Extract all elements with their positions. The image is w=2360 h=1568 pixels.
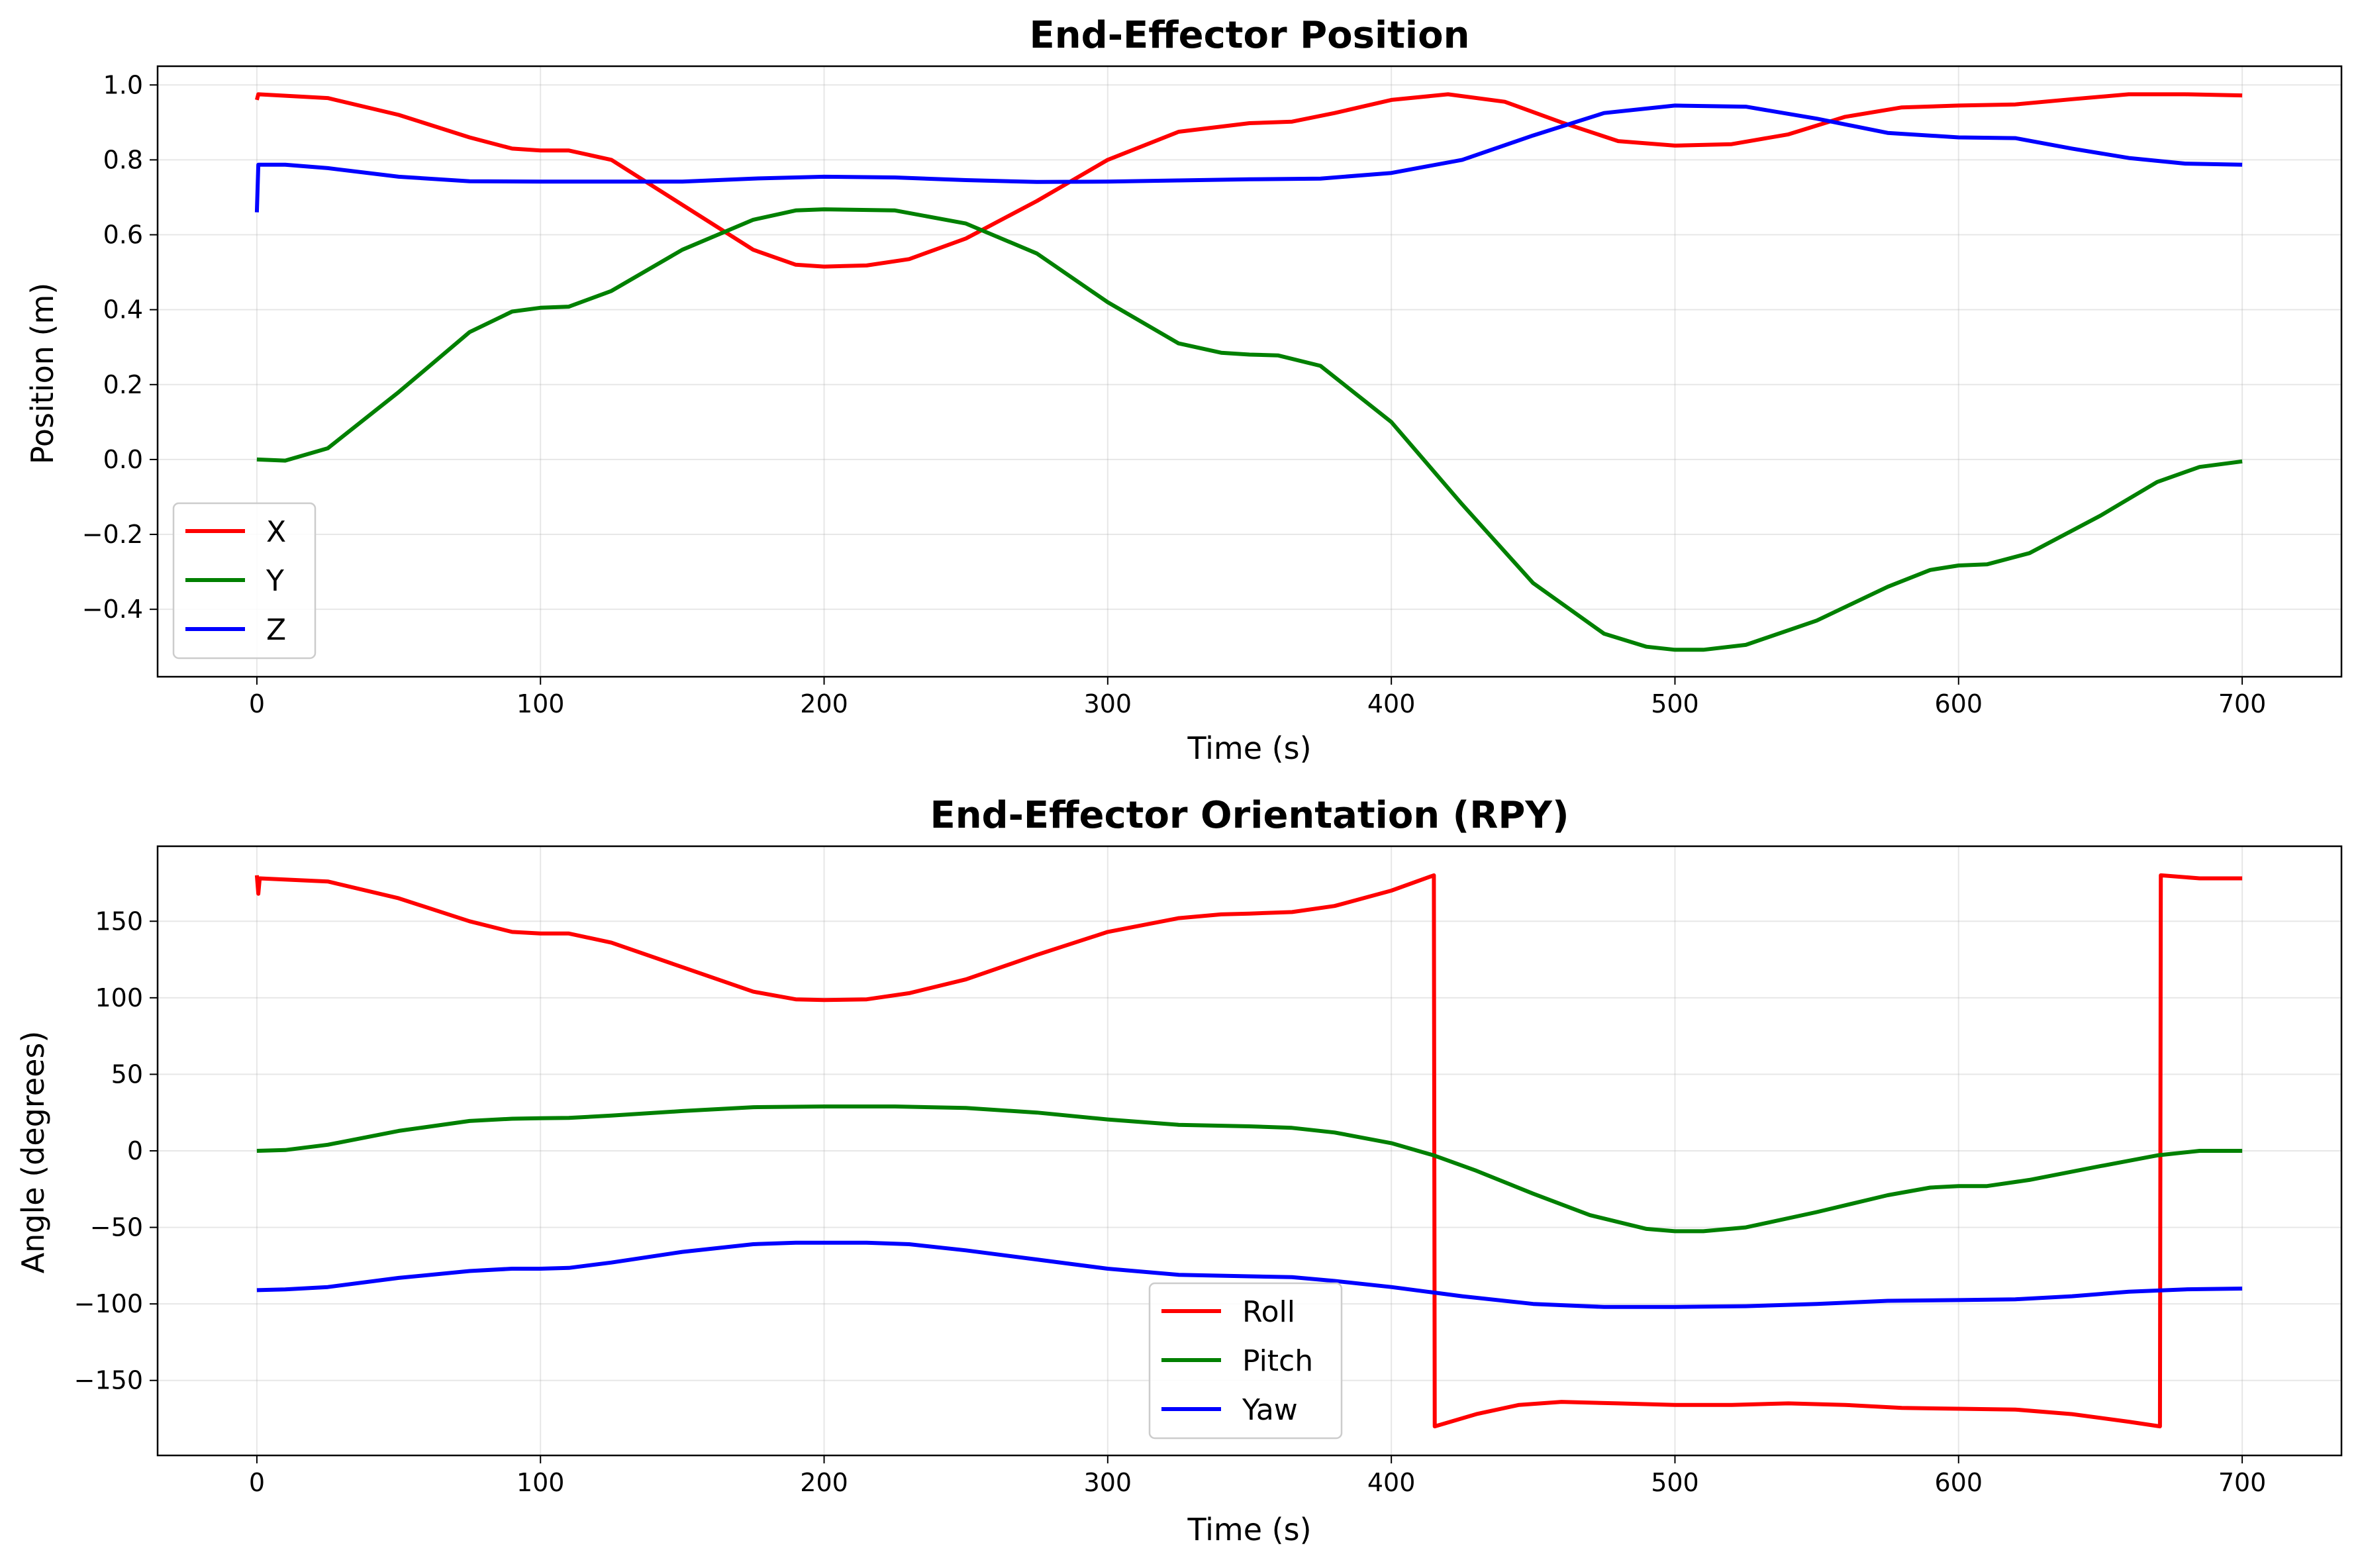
orientation-y-tick-label: 50 [111, 1059, 143, 1089]
position-x-tick-label: 200 [800, 689, 848, 718]
position-legend-label-x: X [266, 515, 286, 549]
position-legend: XYZ [172, 502, 317, 660]
orientation-x-tick-label: 300 [1084, 1468, 1132, 1497]
position-y-tick-label: 1.0 [103, 70, 143, 99]
position-series-y-line [256, 207, 2243, 652]
position-x-tick-label: 700 [2218, 689, 2267, 718]
position-y-tick-label: −0.2 [82, 520, 143, 549]
position-series-x-line [254, 92, 2243, 269]
orientation-y-axis-label: Angle (degrees) [15, 1031, 51, 1274]
orientation-legend-label-roll: Roll [1242, 1295, 1295, 1329]
position-x-tick-label: 600 [1935, 689, 1983, 718]
orientation-x-tick-label: 700 [2218, 1468, 2267, 1497]
orientation-legend-label-yaw: Yaw [1242, 1393, 1298, 1427]
position-y-tick-label: 0.2 [103, 370, 143, 399]
orientation-x-tick-label: 100 [516, 1468, 565, 1497]
orientation-legend: Roll Pitch Yaw [1148, 1282, 1343, 1440]
orientation-chart-title: End-Effector Orientation (RPY) [930, 794, 1569, 837]
position-series-z-line [254, 103, 2243, 213]
position-y-tick-label: −0.4 [82, 595, 143, 624]
orientation-x-tick-label: 500 [1651, 1468, 1699, 1497]
orientation-series-yaw-line [256, 1240, 2243, 1309]
orientation-y-tick-label: −50 [90, 1213, 143, 1242]
position-x-tick-label: 500 [1651, 689, 1699, 718]
orientation-subplot: End-Effector Orientation (RPY) Time (s) … [15, 794, 2343, 1547]
position-x-axis-label: Time (s) [1187, 730, 1311, 766]
orientation-y-tick-label: −100 [74, 1289, 143, 1318]
orientation-y-tick-label: 150 [95, 906, 143, 936]
orientation-axes-frame [156, 845, 2343, 1457]
orientation-legend-label-pitch: Pitch [1242, 1344, 1313, 1378]
orientation-x-tick-label: 200 [800, 1468, 848, 1497]
position-y-axis-label: Position (m) [25, 283, 60, 464]
position-chart-title: End-Effector Position [1030, 14, 1470, 57]
position-x-tick-label: 100 [516, 689, 565, 718]
orientation-x-axis-label: Time (s) [1187, 1512, 1311, 1547]
position-legend-label-z: Z [266, 613, 286, 647]
position-y-tick-label: 0.8 [103, 145, 143, 174]
orientation-x-tick-label: 400 [1367, 1468, 1416, 1497]
position-axes-frame [156, 65, 2343, 678]
position-subplot: End-Effector Position Time (s) Position … [25, 14, 2343, 766]
position-y-tick-label: 0.6 [103, 220, 143, 250]
position-legend-label-y: Y [266, 564, 284, 598]
orientation-y-tick-label: 100 [95, 983, 143, 1012]
position-x-tick-label: 0 [249, 689, 265, 718]
position-y-tick-label: 0.0 [103, 445, 143, 474]
position-x-tick-label: 300 [1084, 689, 1132, 718]
orientation-x-tick-label: 0 [249, 1468, 265, 1497]
orientation-y-tick-label: 0 [127, 1136, 143, 1165]
orientation-x-tick-label: 600 [1935, 1468, 1983, 1497]
orientation-y-tick-label: −150 [74, 1366, 143, 1395]
position-x-tick-label: 400 [1367, 689, 1416, 718]
orientation-series-roll-line [254, 873, 2243, 1429]
position-y-tick-label: 0.4 [103, 295, 143, 324]
orientation-legend-box [1148, 1282, 1343, 1440]
orientation-series-pitch-line [256, 1104, 2243, 1234]
